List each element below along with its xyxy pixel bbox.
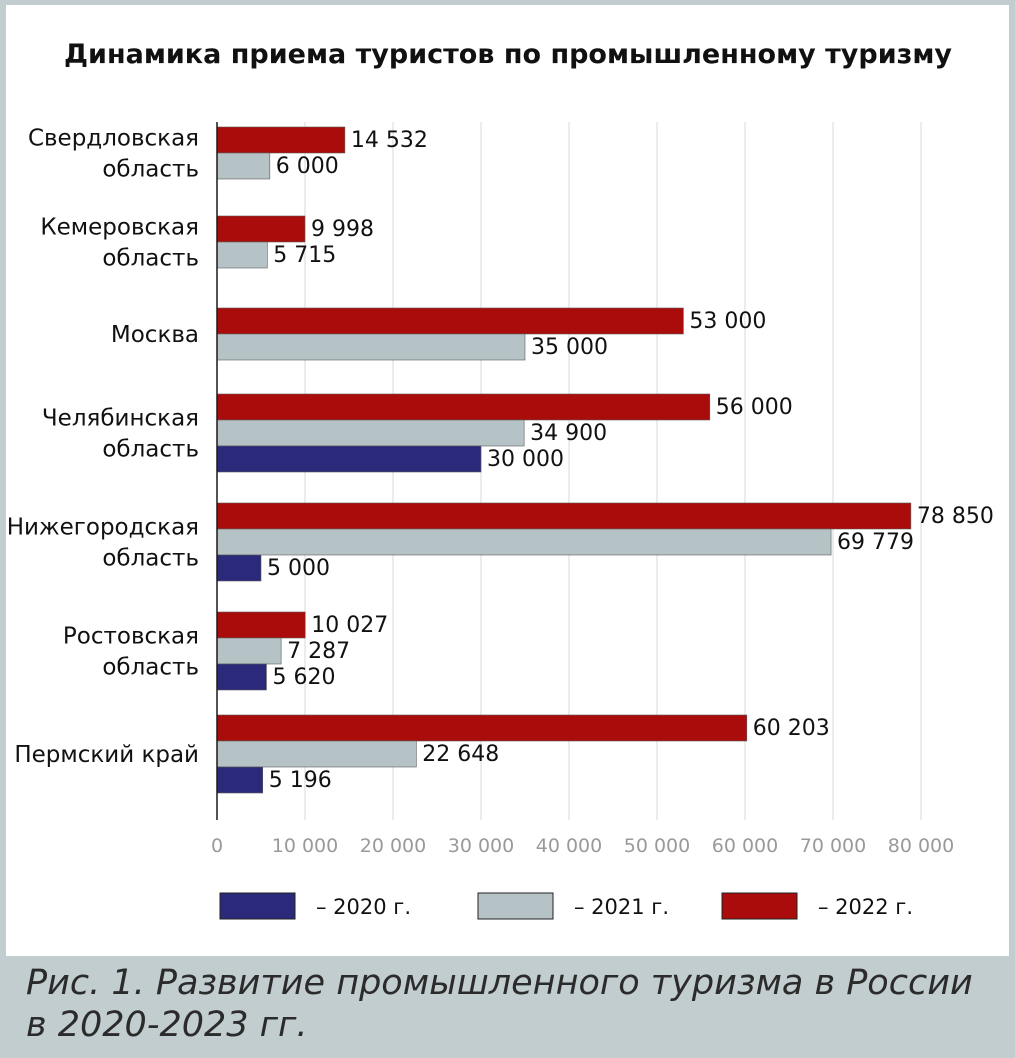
bar <box>216 445 482 473</box>
bar-value-label: 34 900 <box>530 421 607 446</box>
bar <box>216 740 417 768</box>
bar-value-label: 56 000 <box>716 395 793 420</box>
x-tick-label: 80 000 <box>888 835 954 857</box>
x-tick-label: 0 <box>211 835 223 857</box>
legend-label: – 2022 г. <box>818 895 913 919</box>
bar-value-label: 53 000 <box>689 309 766 334</box>
bar <box>216 766 264 794</box>
bar <box>216 611 306 639</box>
bar <box>216 528 832 556</box>
bar <box>216 663 267 691</box>
bar <box>216 419 525 447</box>
category-label: область <box>102 546 199 572</box>
x-tick-label: 50 000 <box>624 835 690 857</box>
chart-title: Динамика приема туристов по промышленном… <box>64 39 952 70</box>
bar-value-label: 30 000 <box>487 447 564 472</box>
x-tick-labels: 0 10 000 20 000 30 000 40 000 50 000 60 000 70 … <box>211 835 954 857</box>
category-label: Челябинская <box>42 406 199 432</box>
category-label: Ростовская <box>63 624 199 650</box>
bar-value-label: 69 779 <box>837 530 914 555</box>
category-label: Москва <box>111 322 199 348</box>
bar <box>216 554 262 582</box>
legend: – 2020 г. – 2021 г. – 2022 г. <box>219 892 913 920</box>
bar-value-label: 9 998 <box>311 217 374 242</box>
category-label: область <box>102 246 199 272</box>
bar <box>216 215 306 243</box>
figure-caption: Рис. 1. Развитие промышленного туризма в… <box>26 963 973 1045</box>
bar-value-label: 78 850 <box>917 504 994 529</box>
x-tick-label: 10 000 <box>272 835 338 857</box>
bar-value-label: 6 000 <box>276 154 339 179</box>
bar-value-label: 7 287 <box>287 639 350 664</box>
legend-swatch <box>219 892 296 920</box>
category-label: область <box>102 437 199 463</box>
bar <box>216 333 526 361</box>
bar <box>216 714 748 742</box>
bar-value-label: 5 196 <box>269 768 332 793</box>
bar-value-label: 22 648 <box>422 742 499 767</box>
category-label: Пермский край <box>14 742 199 768</box>
legend-swatch <box>721 892 798 920</box>
x-tick-label: 60 000 <box>712 835 778 857</box>
bar-value-label: 35 000 <box>531 335 608 360</box>
legend-swatch <box>477 892 554 920</box>
bar <box>216 637 282 665</box>
bar <box>216 126 346 154</box>
category-labels: Свердловская область Кемеровская область Мос… <box>7 126 199 769</box>
bar <box>216 241 268 269</box>
category-label: Нижегородская <box>7 515 199 541</box>
bars <box>216 126 912 794</box>
category-label: Свердловская <box>28 126 199 152</box>
bar <box>216 307 684 335</box>
bar <box>216 502 912 530</box>
legend-label: – 2020 г. <box>316 895 411 919</box>
category-label: область <box>102 157 199 183</box>
bar-value-label: 5 000 <box>267 556 330 581</box>
bar-value-label: 5 715 <box>273 243 336 268</box>
x-tick-label: 40 000 <box>536 835 602 857</box>
bar <box>216 152 271 180</box>
x-tick-label: 70 000 <box>800 835 866 857</box>
legend-label: – 2021 г. <box>574 895 669 919</box>
category-label: область <box>102 655 199 681</box>
bar <box>216 393 711 421</box>
bar-value-label: 5 620 <box>272 665 335 690</box>
x-tick-label: 30 000 <box>448 835 514 857</box>
x-tick-label: 20 000 <box>360 835 426 857</box>
category-label: Кемеровская <box>40 215 199 241</box>
chart-panel <box>6 5 1009 956</box>
bar-value-label: 60 203 <box>753 716 830 741</box>
bar-value-label: 10 027 <box>311 613 388 638</box>
bar-value-label: 14 532 <box>351 128 428 153</box>
